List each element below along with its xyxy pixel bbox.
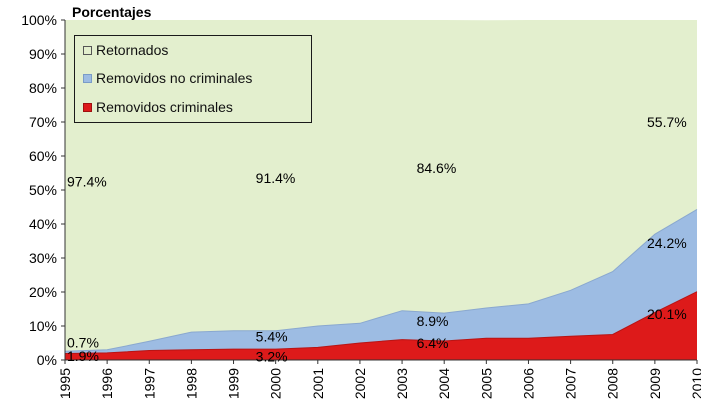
data-label: 5.4% [256, 328, 288, 344]
series-line-0 [64, 291, 698, 354]
x-tick-label: 1999 [226, 368, 242, 399]
area-removidos-criminales [65, 291, 697, 360]
legend-item-retornados: Retornados [83, 41, 168, 59]
x-tick-label: 1998 [183, 368, 199, 399]
y-tick-label: 40% [29, 216, 57, 232]
data-label: 84.6% [417, 160, 457, 176]
y-tick-label: 100% [21, 12, 57, 28]
x-tick-label: 2001 [310, 368, 326, 399]
data-label: 8.9% [417, 313, 449, 329]
x-tick-label: 2009 [647, 368, 663, 399]
data-label: 91.4% [256, 170, 296, 186]
x-tick-label: 2002 [352, 368, 368, 399]
legend-label-removidos-no-criminales: Removidos no criminales [96, 70, 253, 86]
x-tick-label: 1997 [141, 368, 157, 399]
data-label: 55.7% [647, 114, 687, 130]
y-tick-label: 60% [29, 148, 57, 164]
x-tick-label: 2003 [394, 368, 410, 399]
x-tick-label: 2004 [436, 368, 452, 399]
x-tick-label: 2008 [605, 368, 621, 399]
data-label: 3.2% [256, 349, 288, 365]
legend-swatch-removidos-no-criminales [83, 73, 92, 83]
y-tick-label: 70% [29, 114, 57, 130]
y-tick-label: 80% [29, 80, 57, 96]
x-tick-label: 1995 [57, 368, 73, 399]
y-tick-label: 30% [29, 250, 57, 266]
data-label: 20.1% [647, 306, 687, 322]
legend-item-removidos-criminales: Removidos criminales [83, 98, 233, 116]
data-label: 1.9% [67, 348, 99, 364]
legend-swatch-retornados [83, 45, 92, 55]
y-tick-label: 10% [29, 318, 57, 334]
x-tick-label: 2007 [563, 368, 579, 399]
legend-item-removidos-no-criminales: Removidos no criminales [83, 69, 252, 87]
x-tick-label: 2010 [689, 368, 701, 399]
y-tick-label: 20% [29, 284, 57, 300]
legend-swatch-removidos-criminales [83, 102, 92, 112]
chart-title: Porcentajes [72, 4, 152, 20]
series-line-1 [64, 208, 698, 352]
area-removidos-no-criminales [65, 209, 697, 354]
x-tick-label: 2006 [520, 368, 536, 399]
legend-label-removidos-criminales: Removidos criminales [96, 99, 233, 115]
x-tick-label: 1996 [99, 368, 115, 399]
x-tick-label: 2000 [268, 368, 284, 399]
data-label: 24.2% [647, 235, 687, 251]
x-tick-label: 2005 [478, 368, 494, 399]
legend-label-retornados: Retornados [96, 42, 169, 58]
y-tick-label: 90% [29, 46, 57, 62]
data-label: 97.4% [67, 174, 107, 190]
legend: Retornados Removidos no criminales Remov… [74, 35, 312, 123]
data-label: 0.7% [67, 334, 99, 350]
y-tick-label: 0% [37, 352, 57, 368]
y-tick-label: 50% [29, 182, 57, 198]
data-label: 6.4% [417, 335, 449, 351]
